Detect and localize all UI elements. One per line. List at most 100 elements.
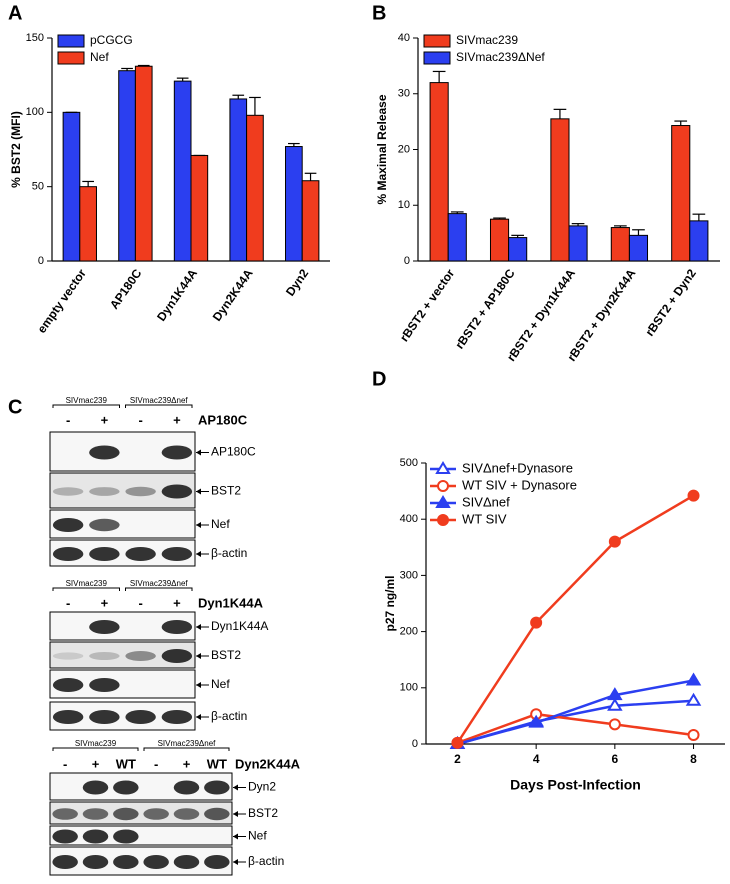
blot-strip <box>49 431 196 472</box>
marker <box>530 616 543 629</box>
band <box>125 486 156 497</box>
bar <box>229 98 248 262</box>
y-tick-label: 50 <box>32 181 44 193</box>
bar <box>568 225 588 262</box>
band <box>89 652 120 660</box>
error-bar <box>137 64 150 67</box>
legend-swatch <box>423 34 451 48</box>
error-bar <box>121 67 133 71</box>
y-tick-label: 20 <box>398 143 410 155</box>
panel-label: C <box>8 396 22 418</box>
arrow-head <box>196 488 201 495</box>
bar <box>671 125 691 262</box>
band-label: β-actin <box>211 709 247 723</box>
bar <box>173 80 192 262</box>
legend-label: SIVmac239ΔNef <box>456 50 545 64</box>
legend-swatch <box>57 34 85 48</box>
y-axis-label: % BST2 (MFI) <box>9 111 23 188</box>
band <box>173 808 200 820</box>
marker <box>607 687 623 701</box>
band-label: Nef <box>211 517 230 531</box>
bar <box>246 114 264 262</box>
band <box>52 678 84 692</box>
error-bar <box>511 234 525 238</box>
band <box>89 518 120 532</box>
arrow-head <box>196 551 201 557</box>
band <box>52 808 78 820</box>
marker <box>608 718 621 731</box>
arrow-head <box>196 624 201 630</box>
lane-label: + <box>173 595 181 610</box>
band <box>52 855 78 869</box>
marker <box>437 514 449 526</box>
bar <box>62 111 81 262</box>
band <box>113 829 139 844</box>
group-bracket <box>52 404 120 408</box>
error-bar <box>232 94 245 99</box>
group-label: SIVmac239Δnef <box>130 396 189 405</box>
band <box>161 547 193 561</box>
lane-label: - <box>154 756 158 771</box>
band <box>89 547 120 561</box>
lane-label: + <box>101 412 109 427</box>
error-bar <box>432 70 446 83</box>
band <box>113 855 139 869</box>
arrow-head <box>196 714 201 720</box>
band <box>204 855 230 869</box>
band <box>125 651 156 661</box>
series-line <box>457 699 694 746</box>
bar <box>79 186 97 262</box>
y-tick-label: 400 <box>400 513 418 525</box>
band-label: Nef <box>248 829 267 843</box>
arrow-head <box>196 682 201 688</box>
group-bracket <box>125 404 193 408</box>
lane-label: - <box>138 412 142 427</box>
lane-label: + <box>173 412 181 427</box>
construct-label: Dyn2K44A <box>235 756 301 771</box>
band <box>173 780 200 795</box>
y-tick-label: 100 <box>26 106 44 118</box>
marker <box>528 714 544 728</box>
band <box>82 808 109 820</box>
error-bar <box>493 217 506 220</box>
lane-label: + <box>101 595 109 610</box>
band-label: β-actin <box>248 854 284 868</box>
x-tick-label: Dyn2 <box>283 266 311 298</box>
x-tick-label: AP180C <box>107 266 145 311</box>
x-axis-label: Days Post-Infection <box>510 777 641 793</box>
x-tick-label: Dyn2K44A <box>210 266 256 323</box>
blot-strip <box>49 772 233 801</box>
band <box>89 487 120 496</box>
error-bar <box>613 225 627 228</box>
legend-label: WT SIV + Dynasore <box>462 477 577 492</box>
panel-label: D <box>372 368 386 390</box>
lane-label: WT <box>116 756 136 771</box>
band <box>89 710 120 724</box>
marker <box>451 736 464 749</box>
band <box>204 807 230 821</box>
arrow-head <box>196 522 201 528</box>
legend-swatch <box>57 51 85 65</box>
error-bar <box>692 213 706 221</box>
lane-label: - <box>138 595 142 610</box>
band-label: β-actin <box>211 546 247 560</box>
x-tick-label: rBST2 + Dyn1K44A <box>504 266 578 364</box>
band <box>52 518 84 532</box>
band <box>113 807 139 821</box>
marker <box>435 495 451 508</box>
bar <box>301 180 320 262</box>
lane-label: - <box>63 756 67 771</box>
band-label: BST2 <box>211 484 241 498</box>
y-tick-label: 0 <box>404 255 410 267</box>
group-label: SIVmac239Δnef <box>158 739 217 748</box>
lane-label: WT <box>207 756 227 771</box>
band <box>82 855 109 869</box>
band <box>125 710 156 724</box>
bar <box>508 237 528 262</box>
band <box>52 652 84 660</box>
lane-label: - <box>66 595 70 610</box>
marker <box>608 535 621 548</box>
arrow-head <box>233 784 238 791</box>
band <box>204 780 230 795</box>
band-label: Dyn2 <box>248 780 276 794</box>
